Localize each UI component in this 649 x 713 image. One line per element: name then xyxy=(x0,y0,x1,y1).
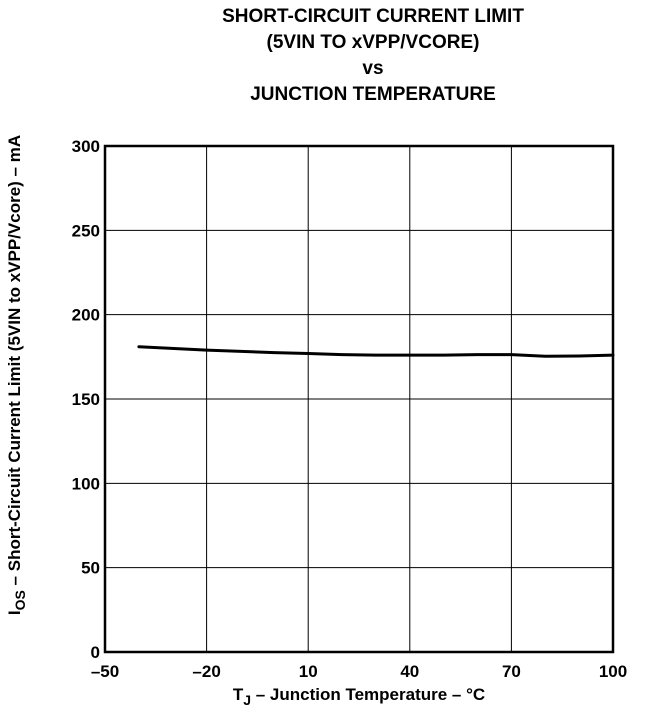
y-tick-label: 250 xyxy=(72,221,100,240)
title-line-4: JUNCTION TEMPERATURE xyxy=(250,84,496,105)
chart-title: SHORT-CIRCUIT CURRENT LIMIT (5VIN TO xVPP… xyxy=(222,6,524,105)
y-axis-label: IOS – Short-Circuit Current Limit (5VIN … xyxy=(5,135,28,615)
x-tick-label: 100 xyxy=(599,662,627,681)
y-tick-label: 50 xyxy=(81,559,100,578)
x-tick-label: –20 xyxy=(192,662,220,681)
title-line-1: SHORT-CIRCUIT CURRENT LIMIT xyxy=(222,6,524,27)
grid xyxy=(105,146,613,652)
title-line-3: vs xyxy=(362,58,383,79)
series-group xyxy=(137,345,615,358)
series-line xyxy=(137,345,615,358)
x-tick-label: 70 xyxy=(502,662,521,681)
y-tick-label: 300 xyxy=(72,137,100,156)
x-axis-label: TJ – Junction Temperature – °C xyxy=(233,685,485,708)
y-tick-label: 0 xyxy=(91,643,100,662)
plot-frame xyxy=(103,144,615,654)
x-tick-labels: –50 –20 10 40 70 100 xyxy=(91,662,627,681)
x-tick-label: 10 xyxy=(299,662,318,681)
y-tick-label: 150 xyxy=(72,390,100,409)
x-tick-label: 40 xyxy=(400,662,419,681)
y-tick-labels: 0 50 100 150 200 250 300 xyxy=(72,137,100,662)
title-line-2: (5VIN TO xVPP/VCORE) xyxy=(267,32,480,53)
y-tick-label: 100 xyxy=(72,474,100,493)
y-tick-label: 200 xyxy=(72,306,100,325)
x-tick-label: –50 xyxy=(91,662,119,681)
